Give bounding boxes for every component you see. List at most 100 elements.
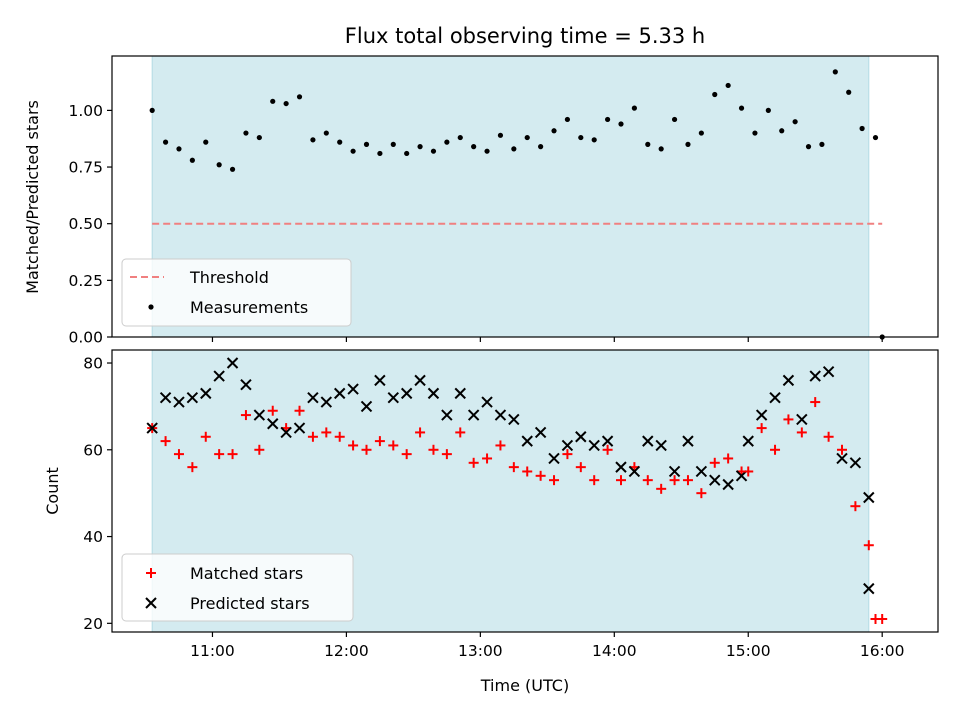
- x-b: [441, 409, 453, 421]
- matched-star-point: [321, 427, 332, 438]
- x-b: [454, 387, 466, 400]
- matched-star-point: [307, 431, 318, 442]
- predicted-star-point: [601, 435, 614, 447]
- measurement-point: [671, 116, 678, 123]
- measurement-point: [444, 139, 450, 145]
- predicted-star-point: [628, 465, 641, 478]
- matched-star-point: [495, 440, 506, 451]
- predicted-star-point: [280, 426, 292, 439]
- matched-star-point: [783, 414, 794, 425]
- measurement-point: [578, 134, 584, 141]
- count-legend: Matched stars Predicted stars: [121, 553, 354, 622]
- x-b: [508, 413, 520, 426]
- ratio-y-axis-label: Matched/Predicted stars: [23, 100, 42, 294]
- matched-star-point: [468, 457, 479, 468]
- predicted-star-point: [494, 409, 507, 421]
- measurement-points: [149, 69, 885, 340]
- x-b: [742, 435, 754, 447]
- matched-star-point: [428, 444, 439, 455]
- matched-star-point: [294, 405, 305, 416]
- measurement-point: [363, 141, 370, 147]
- matched-star-point: [682, 475, 693, 486]
- matched-star-point: [374, 436, 385, 447]
- x-b: [186, 392, 199, 404]
- count-x-ticks: 11:00 12:00 13:00 14:00 15:00 16:00: [190, 632, 905, 660]
- predicted-star-point: [360, 400, 373, 413]
- predicted-star-point: [796, 413, 808, 426]
- x-b: [709, 474, 721, 486]
- measurement-point: [417, 144, 423, 150]
- predicted-star-point: [735, 470, 748, 482]
- predicted-star-point: [742, 435, 754, 447]
- predicted-star-point: [836, 452, 848, 465]
- matched-star-point: [615, 475, 626, 486]
- measurement-point: [430, 148, 437, 154]
- x-b: [769, 392, 781, 404]
- matched-star-point: [200, 431, 211, 442]
- matched-star-point: [415, 427, 426, 438]
- measurement-point: [149, 107, 155, 113]
- x-b: [387, 392, 399, 404]
- matched-star-point: [602, 444, 613, 455]
- x-b: [414, 374, 426, 387]
- x-b: [642, 435, 654, 447]
- predicted-star-point: [186, 392, 199, 404]
- predicted-star-point: [822, 365, 835, 378]
- predicted-star-point: [481, 396, 493, 408]
- measurement-point: [310, 137, 316, 143]
- x-b: [534, 426, 547, 439]
- matched-star-point: [723, 453, 734, 464]
- measurement-point: [564, 116, 571, 123]
- predicted-star-point: [849, 457, 862, 469]
- x-tick-label: 11:00: [190, 642, 235, 660]
- matched-stars-legend-swatch: [146, 568, 156, 578]
- measurement-point: [752, 130, 758, 136]
- matched-star-point: [334, 431, 345, 442]
- threshold-legend-label: Threshold: [189, 268, 269, 287]
- predicted-star-point: [334, 387, 346, 400]
- measurement-point: [404, 150, 410, 157]
- x-b: [427, 387, 440, 400]
- x-b: [809, 370, 821, 382]
- x-b: [307, 392, 319, 404]
- matched-star-point: [743, 466, 754, 477]
- count-y-ticks: 20 40 60 80: [83, 355, 112, 633]
- measurement-point: [511, 146, 517, 152]
- x-b: [863, 491, 875, 504]
- x-b: [145, 597, 157, 609]
- ratio-x-ticks: [211, 337, 883, 342]
- x-tick-label: 13:00: [458, 642, 503, 660]
- measurement-point: [859, 125, 865, 132]
- measurement-point: [270, 98, 276, 104]
- x-b: [334, 387, 346, 400]
- predicted-star-point: [534, 426, 547, 439]
- predicted-stars-legend-swatch: [145, 597, 157, 609]
- predicted-star-point: [755, 409, 768, 421]
- measurement-point: [216, 162, 222, 168]
- predicted-star-point: [682, 435, 694, 447]
- measurement-point: [497, 132, 504, 138]
- chart-title: Flux total observing time = 5.33 h: [345, 24, 705, 48]
- matched-star-point: [863, 540, 874, 551]
- predicted-star-point: [374, 374, 386, 387]
- measurement-point: [779, 128, 785, 134]
- matched-star-point: [348, 440, 359, 451]
- predicted-star-point: [467, 409, 480, 421]
- matched-star-point: [562, 449, 573, 460]
- matched-star-point: [575, 462, 586, 473]
- measurement-point: [323, 130, 329, 136]
- predicted-stars-legend-label: Predicted stars: [190, 594, 310, 613]
- matched-star-point: [160, 436, 171, 447]
- x-b: [822, 365, 835, 378]
- measurement-point: [243, 130, 249, 136]
- measurement-point: [658, 146, 664, 152]
- measurement-point: [189, 157, 195, 163]
- matched-star-point: [656, 483, 667, 494]
- predicted-star-point: [387, 392, 399, 404]
- measurement-point: [819, 141, 825, 147]
- predicted-star-point: [293, 422, 306, 434]
- x-b: [575, 431, 587, 443]
- predicted-star-point: [173, 396, 185, 408]
- x-tick-label: 14:00: [592, 642, 637, 660]
- x-b: [481, 396, 493, 408]
